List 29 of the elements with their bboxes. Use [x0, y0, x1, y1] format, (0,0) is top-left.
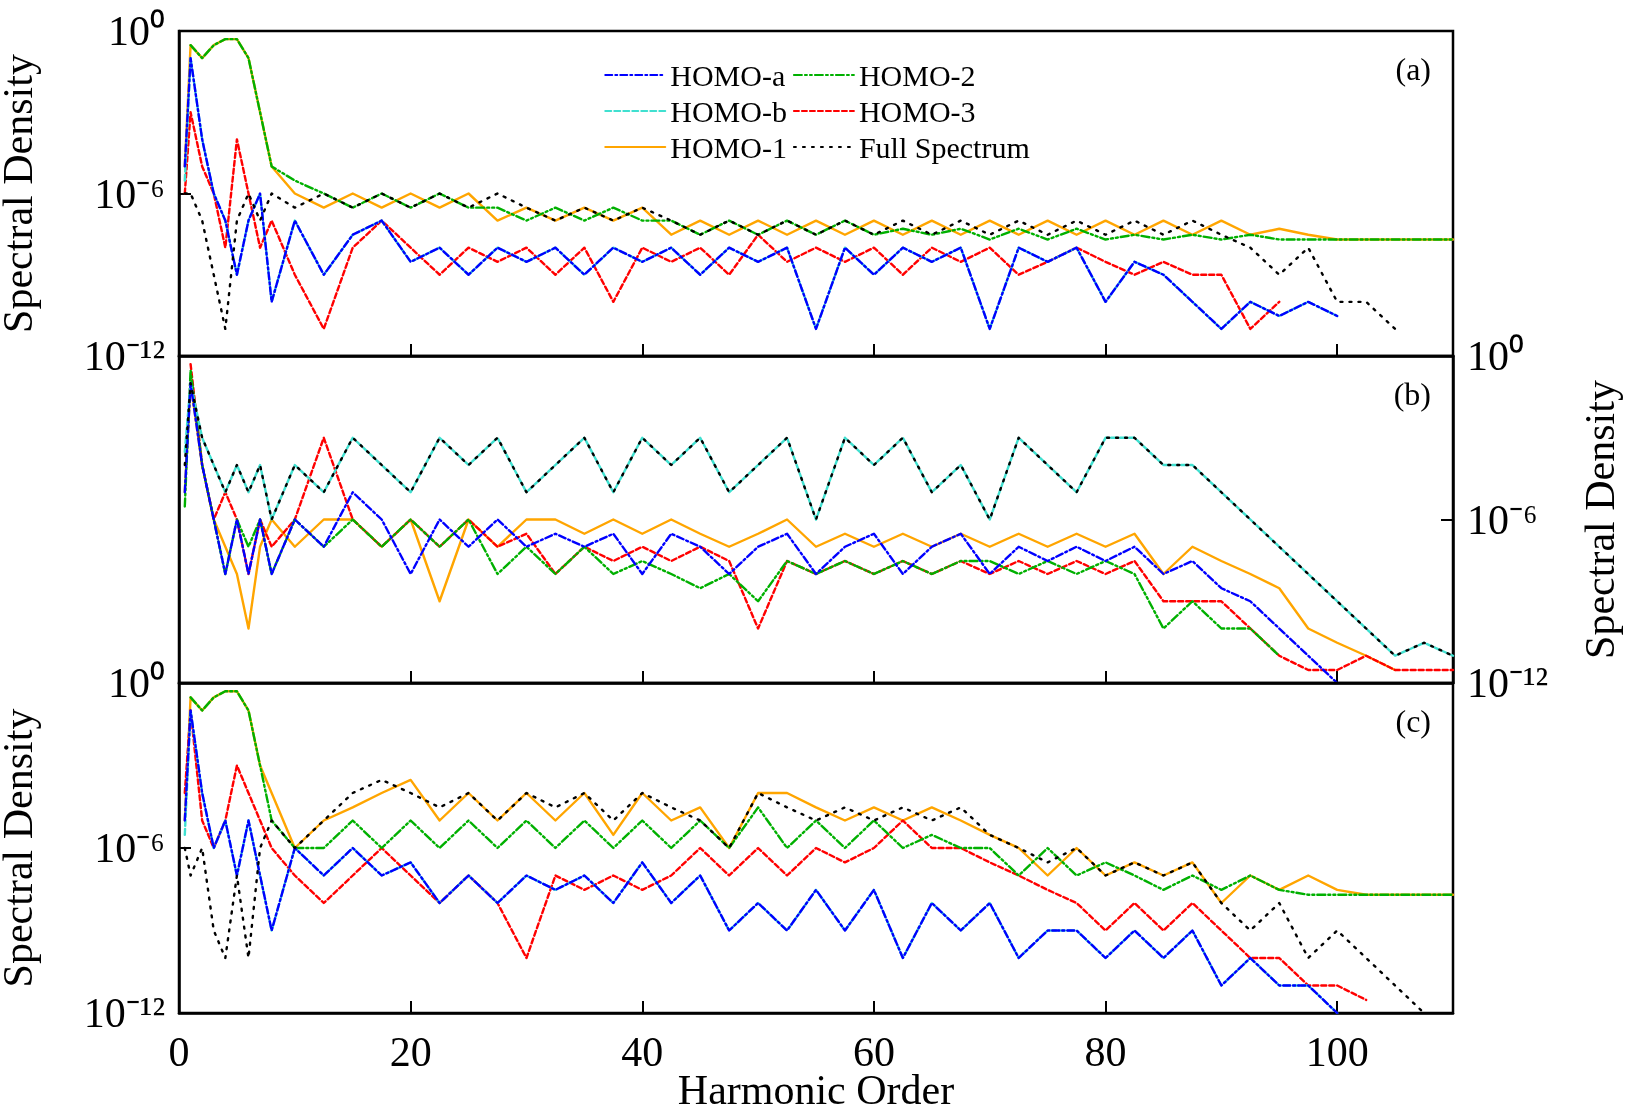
legend-label: HOMO-1 [670, 130, 787, 164]
legend-label: HOMO-2 [858, 58, 976, 92]
legend-label: HOMO-a [670, 58, 786, 92]
y-tick-label: 10⁻¹² [83, 333, 165, 379]
annotation: (a) [1395, 51, 1431, 87]
y-tick-label: 10⁻⁶ [94, 170, 165, 217]
y-axis-title: Spectral Density [0, 54, 41, 333]
legend-label: Full Spectrum [858, 130, 1030, 164]
y2-tick-label: 10⁻⁶ [1467, 496, 1538, 543]
y2-tick-label: 10⁻¹² [1467, 660, 1549, 706]
y-tick-label: 10⁻¹² [83, 990, 165, 1036]
y-tick-label: 10⁻⁶ [94, 825, 165, 871]
x-tick-label: 80 [1084, 1029, 1127, 1075]
annotation: (c) [1395, 703, 1431, 739]
line-series [183, 56, 1339, 331]
line-series [183, 369, 1281, 657]
y2-axis-title: Spectral Density [1577, 380, 1623, 659]
y-tick-label: 10⁰ [108, 660, 165, 706]
line-series [183, 192, 1397, 331]
legend-label: HOMO-3 [858, 94, 976, 128]
x-tick-label: 0 [168, 1029, 190, 1075]
annotation: (b) [1393, 376, 1431, 412]
x-tick-label: 20 [389, 1029, 432, 1075]
y-axis-title: Spectral Density [0, 708, 41, 988]
y-tick-label: 10⁰ [108, 8, 165, 54]
x-tick-label: 100 [1305, 1029, 1369, 1075]
legend-label: HOMO-b [670, 94, 787, 128]
x-tick-label: 40 [621, 1029, 664, 1075]
y2-tick-label: 10⁰ [1467, 333, 1524, 379]
